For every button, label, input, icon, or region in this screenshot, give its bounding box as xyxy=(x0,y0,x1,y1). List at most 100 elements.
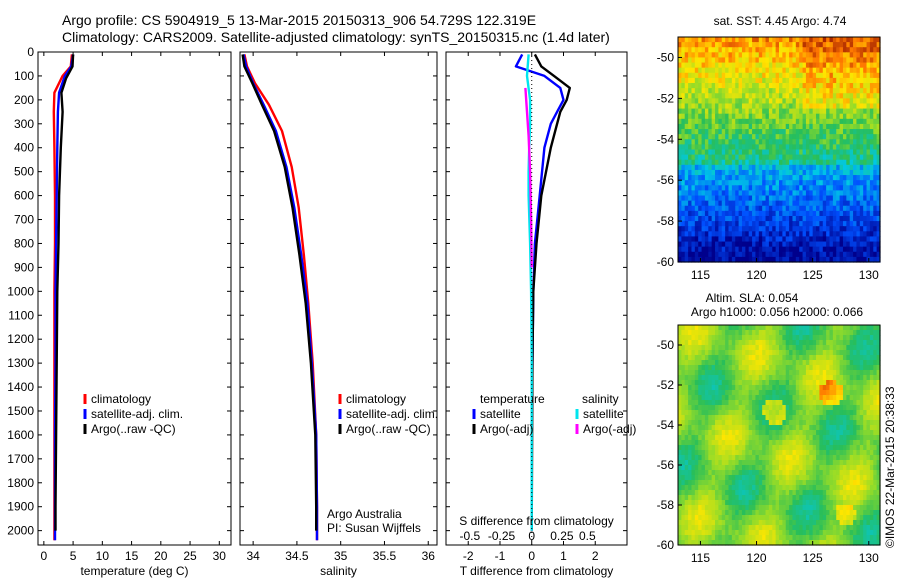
sst_map-cell xyxy=(863,190,868,197)
sst_map-cell xyxy=(721,98,726,105)
sst_map-cell xyxy=(698,37,703,43)
sst_map-cell xyxy=(772,195,777,202)
sst_map-cell xyxy=(809,180,814,186)
sst_map-cell xyxy=(694,57,699,64)
sst_map-cell xyxy=(741,98,746,105)
sst_map-cell xyxy=(809,195,814,202)
sla_map-cell xyxy=(816,415,820,421)
sla_map-cell xyxy=(866,325,871,331)
sst_map-cell xyxy=(792,175,797,181)
sst_map-cell xyxy=(799,195,804,202)
sla_map-cell xyxy=(819,340,824,346)
sst_map-cell xyxy=(772,190,777,197)
sla_map-cell xyxy=(785,370,790,376)
sst_map-cell xyxy=(681,180,686,186)
sst_map-cell xyxy=(721,83,726,89)
sst_map-cell xyxy=(755,215,760,222)
sla_map-cell xyxy=(691,370,696,376)
sst_map-cell xyxy=(856,221,861,227)
sla_map-cell xyxy=(846,365,851,371)
sst_map-cell xyxy=(792,42,797,48)
sla_map-cell xyxy=(869,370,874,376)
sla_map-cell xyxy=(842,405,847,411)
sst_map-cell xyxy=(741,144,746,151)
sla_map-cell xyxy=(846,450,851,456)
sst_map-cell xyxy=(775,139,780,145)
sla_map-cell xyxy=(826,335,831,341)
sla_map-cell xyxy=(711,420,716,426)
sst_map-cell xyxy=(678,113,682,120)
sst_map-cell xyxy=(748,93,753,99)
sla_map-cell xyxy=(765,475,770,481)
sla_map-cell xyxy=(809,415,814,421)
sla_map-cell xyxy=(816,455,820,461)
sst_map-cell xyxy=(758,98,763,105)
sst_map-cell xyxy=(856,175,861,181)
sst_map-cell xyxy=(826,62,831,69)
sla_map-cell xyxy=(853,340,858,346)
sst_map-cell xyxy=(863,169,868,176)
sla_map-cell xyxy=(805,355,810,361)
sst_map-cell xyxy=(721,118,726,125)
sst_map-cell xyxy=(768,83,773,89)
sla_map-cell xyxy=(762,355,767,361)
sst_map-cell xyxy=(779,37,783,43)
sla_map-cell xyxy=(792,350,797,356)
sla_map-cell xyxy=(859,470,864,476)
sla_map-cell xyxy=(876,470,881,476)
sst_map-cell xyxy=(731,200,736,207)
sla_map-cell xyxy=(873,450,878,456)
sst_map-cell xyxy=(725,195,730,202)
sla_map-cell xyxy=(873,420,878,426)
sst_map-cell xyxy=(779,210,783,217)
sst_map-cell xyxy=(799,108,804,115)
sla_map-cell xyxy=(856,435,861,441)
sla_map-cell xyxy=(836,465,841,471)
sst_map-cell xyxy=(738,62,743,69)
sst_map-cell xyxy=(765,251,770,258)
sst_map-cell xyxy=(694,113,699,120)
sst_map-cell xyxy=(853,144,858,151)
sla_map-cell xyxy=(775,365,780,371)
sla_map-cell xyxy=(738,455,743,461)
sla_map-cell xyxy=(812,450,817,456)
sst_map-cell xyxy=(748,37,753,43)
sla_map-cell xyxy=(819,425,824,431)
sla_map-cell xyxy=(802,480,807,486)
sla_map-cell xyxy=(863,335,868,341)
sst_map-cell xyxy=(711,154,716,161)
sla_map-cell xyxy=(725,450,730,456)
sst_map-cell xyxy=(836,175,841,181)
sla_map-cell xyxy=(735,460,740,466)
sst_map-cell xyxy=(681,118,686,125)
sla_map-cell xyxy=(876,380,881,386)
sst_map-cell xyxy=(715,37,719,43)
sla_map-cell xyxy=(745,430,750,436)
sst_map-cell xyxy=(775,103,780,110)
sla_map-cell xyxy=(849,455,854,461)
sla_map-cell xyxy=(691,325,696,331)
sla_map-cell xyxy=(849,470,854,476)
sst_map-cell xyxy=(876,108,881,115)
sla_map-cell xyxy=(812,350,817,356)
sst_map-cell xyxy=(741,231,746,238)
sst_map-cell xyxy=(826,77,831,84)
sst_map-cell xyxy=(849,129,854,135)
sst_map-cell xyxy=(725,88,730,94)
sst_map-cell xyxy=(849,72,854,79)
sla_map-cell xyxy=(752,390,757,396)
sla_map-cell xyxy=(678,330,682,336)
sst_map-ytick-label: -58 xyxy=(657,214,675,228)
sst_map-cell xyxy=(863,47,868,53)
sla_map-cell xyxy=(795,495,800,501)
sst_map-cell xyxy=(822,200,827,207)
sla_map-cell xyxy=(816,450,820,456)
sla_map-cell xyxy=(688,455,693,461)
sla_map-cell xyxy=(725,405,730,411)
sst_map-cell xyxy=(731,123,736,130)
sla_map-cell xyxy=(728,405,733,411)
sla_map-cell xyxy=(816,355,820,361)
sst_map-cell xyxy=(873,190,878,197)
sst_map-cell xyxy=(772,205,777,212)
sst_map-cell xyxy=(816,164,820,171)
